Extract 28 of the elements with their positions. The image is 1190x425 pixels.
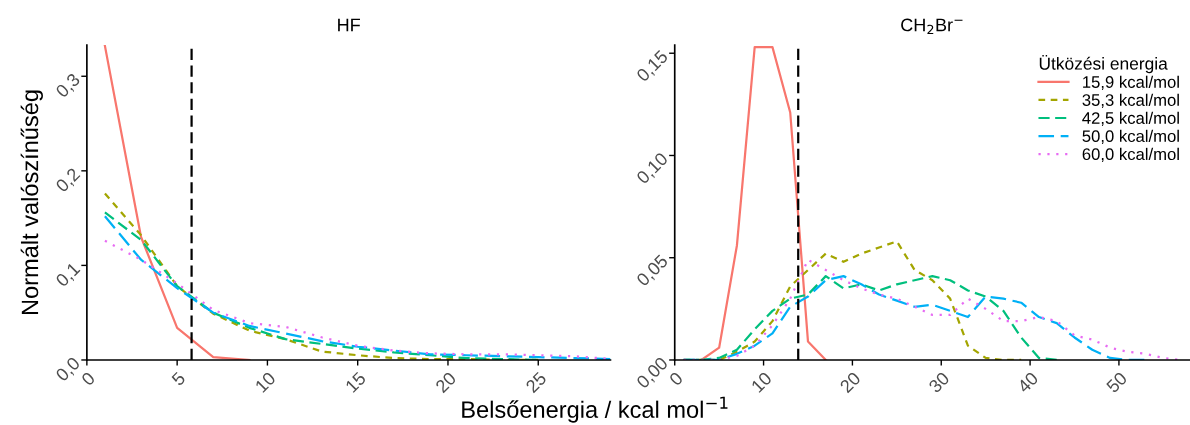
x-tick-label: 50 — [1105, 371, 1128, 394]
x-tick-label: 10 — [254, 371, 277, 393]
x-tick-label: 0 — [668, 371, 684, 387]
x-tick-label: 40 — [1016, 371, 1039, 394]
legend-label: 42,5 kcal/mol — [1082, 111, 1179, 126]
x-axis-title: Belsőenergia / kcal mol$^{−1}$ — [462, 396, 728, 423]
x-tick-label: 5 — [171, 371, 186, 387]
y-tick-label: 0,0 — [54, 356, 83, 384]
legend-label: 60,0 kcal/mol — [1082, 147, 1179, 163]
x-tick-label: 10 — [750, 371, 773, 393]
chart-title: CH$_{2}$Br$^{−}$ — [901, 18, 963, 35]
x-tick-label: 20 — [839, 371, 862, 394]
legend-label: 50,0 kcal/mol — [1082, 129, 1179, 144]
legend-label: 15,9 kcal/mol — [1083, 75, 1179, 90]
x-tick-label: 25 — [525, 371, 548, 394]
x-tick-label: 20 — [434, 371, 457, 394]
x-tick-label: 30 — [927, 371, 951, 394]
y-tick-label: 0,3 — [54, 72, 83, 100]
legend-label: 35,3 kcal/mol — [1082, 93, 1179, 108]
y-axis-title: Normált valószínűség — [20, 90, 43, 315]
x-tick-label: 15 — [344, 371, 367, 393]
y-tick-label: 0,1 — [54, 261, 83, 289]
y-tick-label: 0,10 — [635, 151, 671, 187]
y-tick-label: 0,00 — [635, 356, 671, 391]
x-tick-label: 0 — [80, 371, 96, 387]
legend-title: Ütközési energia — [1039, 55, 1168, 74]
y-tick-label: 0,2 — [54, 167, 83, 195]
chart-title: HF — [338, 18, 360, 32]
